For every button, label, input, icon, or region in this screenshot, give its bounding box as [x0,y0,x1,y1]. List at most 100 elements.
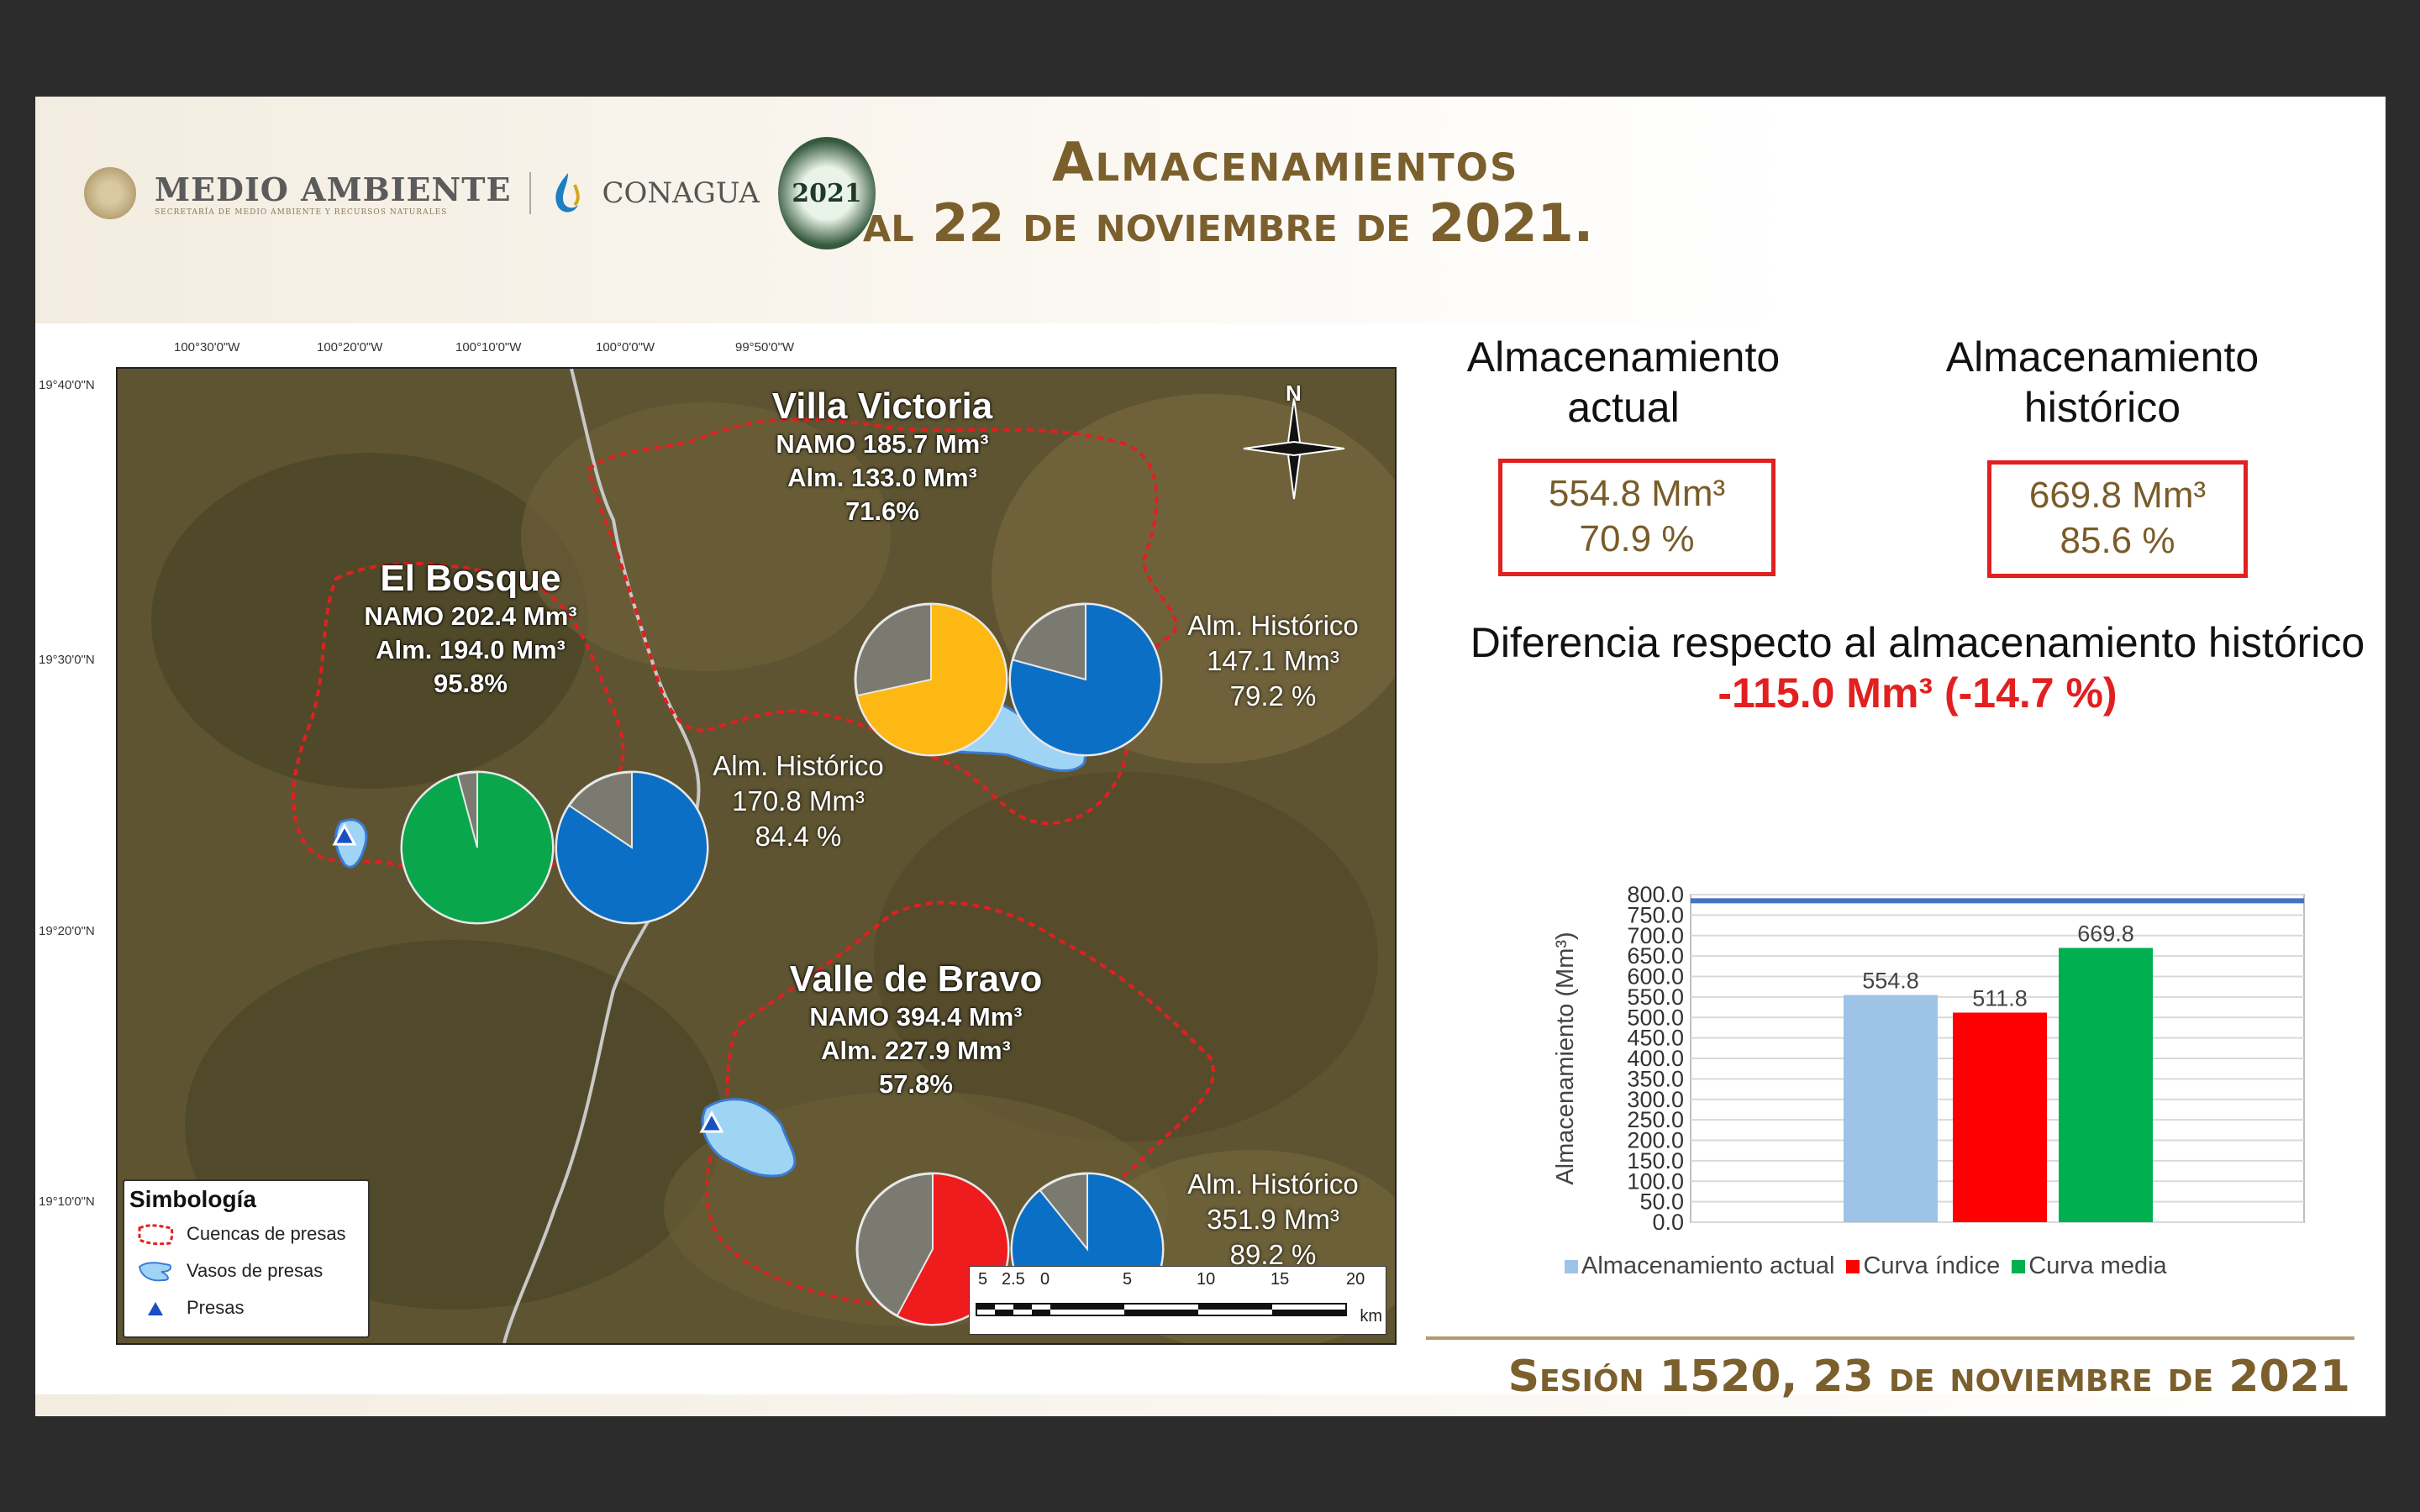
session-footer: Sesión 1520, 23 de noviembre de 2021 [1507,1352,2350,1402]
scale-tick-label: 5 [1123,1270,1133,1289]
y-tick-label: 400.0 [1627,1046,1684,1071]
page-title: Almacenamientos al 22 de noviembre de 20… [825,132,2002,254]
bar [2059,948,2153,1222]
dam-storage: Alm. 133.0 Mm³ [787,463,977,492]
scale-graphic [976,1303,1347,1316]
y-tick-label: 100.0 [1627,1168,1684,1194]
brand-semarnat: MEDIO AMBIENTE [155,170,512,208]
legend-entry-label: Almacenamiento actual [1581,1252,1835,1279]
y-tick-label: 350.0 [1627,1066,1684,1091]
bar-value-label: 554.8 [1862,969,1919,994]
footer-background [35,1394,2386,1416]
y-tick-label: 700.0 [1627,923,1684,948]
dam-namo: NAMO 394.4 Mm³ [809,1002,1023,1032]
historic-storage-percent: 85.6 % [2060,520,2175,561]
bar-value-label: 669.8 [2077,921,2134,946]
hist-percent: 84.4 % [755,821,842,852]
current-storage-pie [854,602,1008,757]
y-tick-label: 750.0 [1627,902,1684,927]
logo-separator [529,172,532,214]
chart-legend: Almacenamiento actual Curva índice Curva… [1565,1252,2167,1280]
brand-semarnat-sub: SECRETARÍA DE MEDIO AMBIENTE Y RECURSOS … [155,207,448,217]
historic-storage-pie [555,770,709,925]
watershed-map: N Villa Victoria NAMO 185.7 Mm³ Alm. 133… [116,367,1397,1345]
dam-name: El Bosque [380,558,561,599]
legend-swatch [2012,1260,2026,1273]
legend-entry-label: Curva media [2028,1252,2167,1279]
y-tick-label: 250.0 [1627,1107,1684,1132]
header-background [35,97,2386,323]
legend-label: Vasos de presas [187,1260,324,1281]
dam-namo: NAMO 202.4 Mm³ [364,601,577,631]
hist-title: Alm. Histórico [1187,1168,1359,1200]
basin-outline-icon [138,1224,174,1245]
legend-entry-label: Curva índice [1863,1252,2001,1279]
y-tick-label: 600.0 [1627,964,1684,990]
hist-title: Alm. Histórico [1187,610,1359,641]
difference-text: Diferencia respecto al almacenamiento hi… [1470,619,2365,666]
longitude-tick-label: 99°50'0"W [735,340,795,354]
el-bosque-historic-label: Alm. Histórico 170.8 Mm³ 84.4 % [689,748,908,854]
latitude-tick-label: 19°10'0"N [39,1194,95,1209]
dam-name: Villa Victoria [771,386,993,427]
current-storage-box: 554.8 Mm³ 70.9 % [1498,459,1776,576]
hist-percent: 89.2 % [1229,1239,1317,1270]
storage-bar-chart: 0.050.0100.0150.0200.0250.0300.0350.0400… [1552,882,2305,1235]
legend-entry-index-curve: Curva índice [1846,1252,2000,1280]
legend-entry-mean-curve: Curva media [2012,1252,2167,1280]
scale-tick-label: 5 [978,1270,988,1289]
map-scale-bar: 5 2.5 0 5 10 15 20 km [969,1266,1386,1335]
legend-entry-actual: Almacenamiento actual [1565,1252,1834,1280]
semarnat-logo: MEDIO AMBIENTE SECRETARÍA DE MEDIO AMBIE… [155,171,511,217]
title-line-1: Almacenamientos [1052,132,1519,194]
dam-percent: 71.6% [845,496,919,526]
y-axis-title: Almacenamiento (Mm³) [1552,932,1579,1184]
legend-item-dams: Presas [136,1297,244,1319]
footer-divider [1426,1336,2354,1340]
bar [1844,995,1938,1222]
scale-tick-label: 15 [1270,1270,1290,1289]
hist-title: Alm. Histórico [713,750,884,781]
emblem-year: 2021 [792,178,862,208]
legend-label: Cuencas de presas [187,1223,346,1244]
title-line-2: al 22 de noviembre de 2021. [863,192,1594,254]
current-storage-title: Almacenamiento actual [1466,333,1781,431]
latitude-tick-label: 19°30'0"N [39,653,95,667]
scale-tick-label: 20 [1346,1270,1365,1289]
y-tick-label: 450.0 [1627,1026,1684,1051]
dam-storage: Alm. 227.9 Mm³ [821,1036,1011,1065]
valle-de-bravo-historic-label: Alm. Histórico 351.9 Mm³ 89.2 % [1160,1167,1386,1273]
y-tick-label: 300.0 [1627,1087,1684,1112]
hist-percent: 79.2 % [1229,680,1317,711]
valle-de-bravo-label: Valle de Bravo NAMO 394.4 Mm³ Alm. 227.9… [756,958,1076,1101]
current-storage-value: 554.8 Mm³ [1548,473,1726,514]
pie-filled-slice [401,770,555,924]
pie-filled-slice [1009,602,1163,756]
scale-tick-label: 0 [1040,1270,1050,1289]
map-legend: Simbología Cuencas de presas Vasos de pr… [123,1179,370,1338]
difference-value: -115.0 Mm³ (-14.7 %) [1718,669,2118,717]
y-tick-label: 200.0 [1627,1128,1684,1153]
villa-victoria-historic-label: Alm. Histórico 147.1 Mm³ 79.2 % [1155,608,1391,714]
el-bosque-label: El Bosque NAMO 202.4 Mm³ Alm. 194.0 Mm³ … [311,558,630,701]
bar [1953,1012,2047,1222]
brand-conagua: CONAGUA [602,176,760,210]
legend-item-reservoirs: Vasos de presas [136,1260,323,1282]
longitude-tick-label: 100°30'0"W [174,340,240,354]
villa-victoria-label: Villa Victoria NAMO 185.7 Mm³ Alm. 133.0… [723,386,1042,528]
legend-swatch [1565,1260,1578,1273]
hist-value: 170.8 Mm³ [732,785,865,816]
bicentennial-emblem: 2021 [777,137,876,249]
longitude-tick-label: 100°20'0"W [317,340,383,354]
latitude-tick-label: 19°40'0"N [39,378,95,392]
pie-filled-slice [555,770,708,924]
slide: MEDIO AMBIENTE SECRETARÍA DE MEDIO AMBIE… [35,97,2386,1416]
legend-swatch [1846,1260,1860,1273]
pie-filled-slice [855,602,1007,756]
conagua-drop-icon [555,173,581,213]
bar-value-label: 511.8 [1972,985,2028,1011]
y-tick-label: 0.0 [1652,1210,1684,1235]
scale-tick-label: 2.5 [1002,1270,1025,1289]
national-seal-icon [84,167,136,219]
historic-storage-box: 669.8 Mm³ 85.6 % [1987,460,2248,578]
